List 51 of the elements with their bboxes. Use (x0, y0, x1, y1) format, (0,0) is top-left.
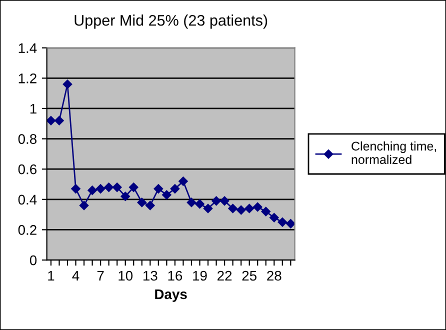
y-tick-label: 0 (30, 255, 37, 266)
x-tick-label: 22 (218, 270, 232, 281)
point (203, 204, 213, 214)
point (120, 192, 130, 202)
point (88, 186, 97, 195)
x-tick-label: 7 (97, 270, 104, 281)
x-tick-label: 10 (118, 270, 133, 281)
x-tick-label: 1 (48, 270, 54, 281)
point (186, 198, 196, 208)
point (170, 184, 180, 194)
point (178, 176, 188, 186)
point (270, 212, 279, 222)
point (278, 218, 288, 227)
y-tick-label: 1.4 (18, 43, 37, 53)
point (286, 219, 295, 228)
point (252, 202, 262, 212)
point (129, 182, 138, 192)
point (236, 205, 246, 215)
x-tick-label: 19 (193, 270, 207, 281)
x-tick-label: 25 (242, 270, 256, 281)
point (261, 206, 270, 216)
point (71, 184, 80, 194)
x-axis-title: Days (155, 289, 187, 302)
point (96, 184, 106, 194)
point (62, 80, 72, 89)
y-tick-label: 0.8 (18, 134, 37, 144)
point (104, 182, 114, 192)
chart-title: Upper Mid 25% (23 patients) (74, 14, 268, 29)
point (228, 204, 238, 214)
point (46, 116, 56, 126)
x-tick-label: 13 (143, 270, 158, 281)
point (154, 184, 164, 194)
point (244, 204, 254, 214)
point (195, 199, 204, 209)
point (137, 198, 147, 208)
point (162, 190, 172, 200)
x-tick-label: 4 (72, 270, 80, 281)
x-tick-label: 28 (267, 270, 282, 281)
point (54, 116, 64, 126)
y-tick-label: 0.6 (18, 164, 36, 174)
y-tick-label: 0.2 (18, 225, 36, 235)
y-tick-label: 0.4 (18, 194, 37, 205)
y-tick-label: 1 (30, 104, 36, 114)
y-tick-label: 1.2 (18, 73, 36, 84)
legend-label: Clenching time, normalized (352, 141, 436, 164)
point (146, 200, 155, 210)
point (112, 182, 122, 192)
point (79, 200, 89, 210)
x-tick-label: 16 (168, 270, 182, 281)
point (212, 196, 221, 206)
point (220, 196, 230, 206)
